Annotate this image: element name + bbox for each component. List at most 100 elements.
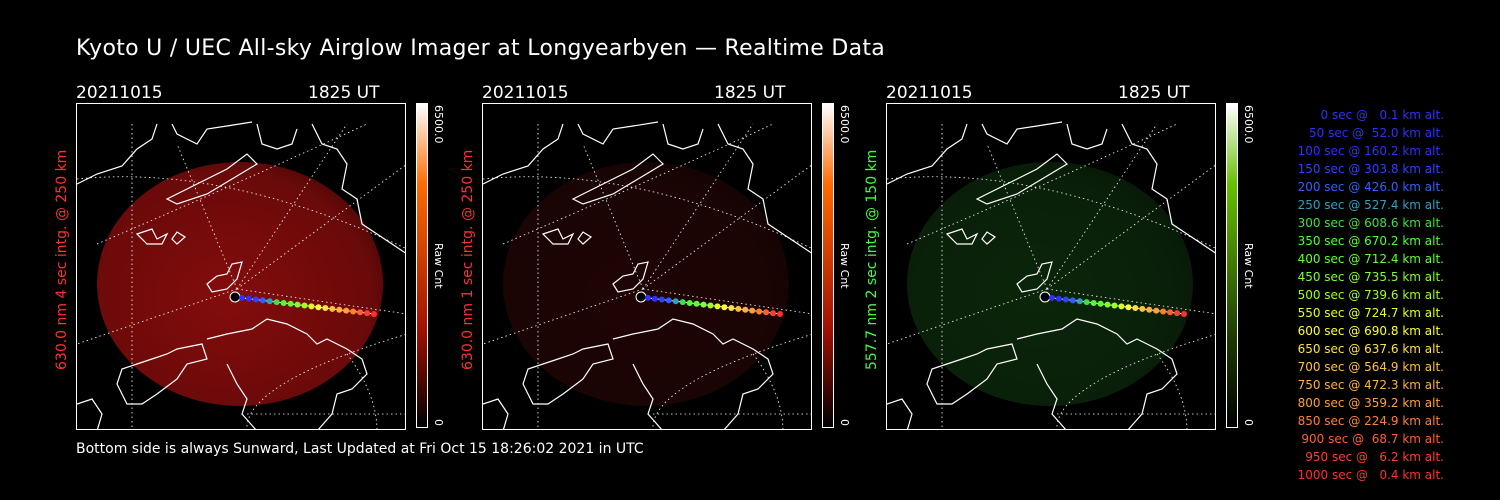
- trajectory-point: [707, 302, 714, 309]
- trajectory-point: [238, 294, 245, 301]
- colorbar: [416, 103, 428, 428]
- colorbar-max-label: 6500.0: [432, 105, 445, 144]
- trajectory-point: [721, 304, 728, 311]
- coastline: [135, 228, 187, 245]
- trajectory-point: [644, 294, 651, 301]
- trajectory-point: [1132, 305, 1139, 312]
- grid-meridian: [582, 143, 644, 290]
- grid-meridian: [1046, 123, 1158, 290]
- legend-entry: 400 sec @ 712.4 km alt.: [1297, 252, 1444, 266]
- grid-parallel: [1156, 353, 1188, 429]
- trajectory-point: [1097, 300, 1104, 307]
- trajectory-point: [1111, 302, 1118, 309]
- allsky-image: [886, 103, 1216, 430]
- trajectory-point: [1146, 306, 1153, 313]
- trajectory-point: [679, 299, 686, 306]
- trajectory-point: [1055, 295, 1062, 302]
- legend-entry: 950 sec @ 6.2 km alt.: [1305, 450, 1444, 464]
- allsky-map: [77, 121, 405, 429]
- allsky-image: [76, 103, 406, 430]
- trajectory-point: [728, 305, 735, 312]
- allsky-map: [483, 121, 811, 429]
- trajectory-point: [1118, 303, 1125, 310]
- grid-meridian: [1046, 288, 1215, 315]
- colorbar-unit-label: Raw Cnt: [432, 243, 445, 289]
- colorbar-min-label: 0: [838, 419, 851, 426]
- trajectory-point: [266, 298, 273, 305]
- grid-meridian: [236, 123, 348, 290]
- page-title: Kyoto U / UEC All-sky Airglow Imager at …: [76, 36, 886, 61]
- trajectory-point: [287, 300, 294, 307]
- trajectory-point: [700, 301, 707, 308]
- grid-meridian: [236, 164, 405, 290]
- trajectory-point: [686, 299, 693, 306]
- colorbar-min-label: 0: [432, 419, 445, 426]
- trajectory-point: [665, 297, 672, 304]
- trajectory-point: [364, 310, 371, 317]
- legend-entry: 750 sec @ 472.3 km alt.: [1297, 378, 1444, 392]
- allsky-image: [482, 103, 812, 430]
- grid-meridian: [642, 164, 811, 290]
- panel-wavelength-label: 557.7 nm 2 sec intg. @ 150 km: [864, 149, 880, 370]
- colorbar-max-label: 6500.0: [1242, 105, 1255, 144]
- legend-entry: 150 sec @ 303.8 km alt.: [1297, 162, 1444, 176]
- colorbar-unit-label: Raw Cnt: [1242, 243, 1255, 289]
- coastline: [612, 318, 774, 429]
- trajectory-point: [714, 303, 721, 310]
- trajectory-point: [749, 307, 756, 314]
- grid-meridian: [1046, 164, 1215, 290]
- coastline: [165, 153, 258, 205]
- trajectory-point: [336, 306, 343, 313]
- panel-date: 20211015: [482, 83, 569, 103]
- legend-entry: 450 sec @ 735.5 km alt.: [1297, 270, 1444, 284]
- trajectory-point: [329, 305, 336, 312]
- legend-entry: 550 sec @ 724.7 km alt.: [1297, 306, 1444, 320]
- grid-meridian: [176, 143, 238, 290]
- trajectory-point: [1167, 309, 1174, 316]
- trajectory-point: [308, 303, 315, 310]
- legend-entry: 100 sec @ 160.2 km alt.: [1297, 144, 1444, 158]
- grid-parallel: [1056, 334, 1215, 429]
- trajectory-point: [651, 295, 658, 302]
- trajectory-point: [1160, 308, 1167, 315]
- trajectory-point: [1125, 304, 1132, 311]
- trajectory-point: [1083, 299, 1090, 306]
- legend-entry: 600 sec @ 690.8 km alt.: [1297, 324, 1444, 338]
- coastline: [945, 228, 997, 245]
- coastline: [1016, 261, 1053, 293]
- coastline: [206, 261, 243, 293]
- coastline: [483, 363, 663, 429]
- legend-entry: 850 sec @ 224.9 km alt.: [1297, 414, 1444, 428]
- trajectory-point: [756, 308, 763, 315]
- trajectory-point: [301, 302, 308, 309]
- coastline: [926, 343, 1018, 405]
- grid-parallel: [77, 176, 405, 249]
- coastline: [612, 261, 649, 293]
- legend-entry: 1000 sec @ 0.4 km alt.: [1297, 468, 1444, 482]
- trajectory-point: [273, 299, 280, 306]
- colorbar-unit-label: Raw Cnt: [838, 243, 851, 289]
- trajectory-point: [1174, 310, 1181, 317]
- trajectory-point: [294, 301, 301, 308]
- grid-meridian: [986, 143, 1048, 290]
- grid-parallel: [752, 353, 784, 429]
- grid-meridian: [887, 288, 1048, 345]
- trajectory-point: [357, 309, 364, 316]
- trajectory-point: [315, 304, 322, 311]
- coastline: [522, 343, 614, 405]
- legend-entry: 700 sec @ 564.9 km alt.: [1297, 360, 1444, 374]
- coastline: [975, 153, 1068, 205]
- trajectory-point: [245, 295, 252, 302]
- legend-entry: 250 sec @ 527.4 km alt.: [1297, 198, 1444, 212]
- coastline: [116, 343, 208, 405]
- imager-panel-2: 20211015 1825 UT 630.0 nm 1 sec intg. @ 25…: [460, 83, 882, 433]
- legend-entry: 500 sec @ 739.6 km alt.: [1297, 288, 1444, 302]
- trajectory-point: [1139, 305, 1146, 312]
- coastline: [206, 318, 368, 429]
- trajectory-point: [777, 311, 783, 317]
- colorbar: [822, 103, 834, 428]
- coastline: [887, 121, 1215, 254]
- legend-entry: 50 sec @ 52.0 km alt.: [1309, 126, 1444, 140]
- legend-entry: 800 sec @ 359.2 km alt.: [1297, 396, 1444, 410]
- trajectory-point: [1181, 311, 1187, 317]
